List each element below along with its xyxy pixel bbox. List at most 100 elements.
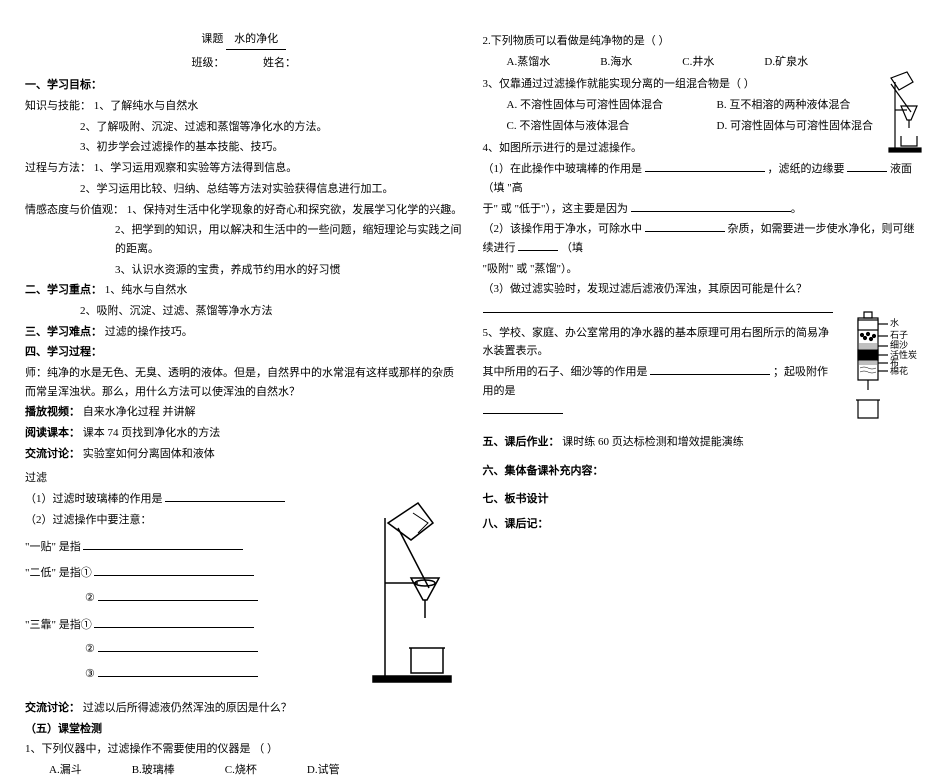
q2: 2.下列物质可以看做是纯净物的是（ ） xyxy=(483,32,921,51)
doc-subheader: 班级： 姓名： xyxy=(25,54,463,73)
q5b: 其中所用的石子、细沙等的作用是 xyxy=(483,366,648,378)
q3-row2: C. 不溶性固体与液体混合 D. 可溶性固体与可溶性固体混合 xyxy=(483,117,921,136)
q5b-line: 其中所用的石子、细沙等的作用是 ；起吸附作用的是 xyxy=(483,363,836,400)
knowledge-skills: 知识与技能： 1、了解纯水与自然水 xyxy=(25,97,463,116)
f2c2: ② xyxy=(85,643,95,655)
doc-header: 课题 水的净化 xyxy=(25,30,463,50)
pm-label: 过程与方法： xyxy=(25,162,91,174)
s4-text: 师：纯净的水是无色、无臭、透明的液体。但是，自然界中的水常混有这样或那样的杂质而… xyxy=(25,364,463,401)
lbl-sand: 细沙 xyxy=(890,339,908,350)
section-3-line: 三、学习难点： 过滤的操作技巧。 xyxy=(25,323,463,342)
play-label: 播放视频： xyxy=(25,406,80,418)
disc-text: 实验室如何分离固体和液体 xyxy=(83,448,215,460)
f2c: "三靠" 是指① xyxy=(25,619,92,631)
section-5-line: 五、课后作业： 课时练 60 页达标检测和增效提能演练 xyxy=(483,433,921,452)
blank xyxy=(98,590,258,601)
test-title: （五）课堂检测 xyxy=(25,720,463,739)
q1-options: A.漏斗 B.玻璃棒 C.烧杯 D.试管 xyxy=(25,761,463,780)
read-text: 课本 74 页找到净化水的方法 xyxy=(83,427,221,439)
q2-a: A.蒸馏水 xyxy=(507,53,551,72)
filter-apparatus-icon xyxy=(303,488,463,688)
disc-line: 交流讨论： 实验室如何分离固体和液体 xyxy=(25,445,463,464)
q3-b: B. 互不相溶的两种液体混合 xyxy=(717,96,851,115)
q4-1d-line: 于" 或 "低于"），这主要是因为 。 xyxy=(483,200,921,219)
disc2-text: 过滤以后所得滤液仍然浑浊的原因是什么？ xyxy=(83,702,292,714)
av-label: 情感态度与价值观： xyxy=(25,204,124,216)
section-3: 三、学习难点： xyxy=(25,326,102,338)
s2-a: 1、纯水与自然水 xyxy=(105,284,188,296)
title-underline: 水的净化 xyxy=(226,30,286,50)
ks-1: 1、了解纯水与自然水 xyxy=(94,100,199,112)
read-label: 阅读课本： xyxy=(25,427,80,439)
q3: 3、仅靠通过过滤操作就能实现分离的一组混合物是（ ） xyxy=(483,75,921,94)
small-filter-diagram xyxy=(869,70,924,162)
disc2-label: 交流讨论： xyxy=(25,702,80,714)
blank xyxy=(518,240,558,251)
f2a: "一贴" 是指 xyxy=(25,541,81,553)
q1-a: A.漏斗 xyxy=(49,761,82,780)
blank xyxy=(645,161,765,172)
section-6: 六、集体备课补充内容： xyxy=(483,462,921,481)
q3-d: D. 可溶性固体与可溶性固体混合 xyxy=(717,117,873,136)
f2b2: ② xyxy=(85,592,95,604)
lbl-stone: 石子 xyxy=(890,330,908,340)
section-2: 二、学习重点： xyxy=(25,284,102,296)
left-column: 课题 水的净化 班级： 姓名： 一、学习目标： 知识与技能： 1、了解纯水与自然… xyxy=(15,30,473,658)
q4: 4、如图所示进行的是过滤操作。 xyxy=(483,139,921,158)
q5a: 5、学校、家庭、办公室常用的净水器的基本原理可用右图所示的简易净水装置表示。 xyxy=(483,324,836,361)
av-2: 2、把学到的知识，用以解决和生活中的一些问题，缩短理论与实践之间的距离。 xyxy=(25,221,463,258)
av-3: 3、认识水资源的宝贵，养成节约用水的好习惯 xyxy=(25,261,463,280)
right-column: 2.下列物质可以看做是纯净物的是（ ） A.蒸馏水 B.海水 C.井水 D.矿泉… xyxy=(473,30,931,658)
av-1: 1、保持对生活中化学现象的好奇心和探究欲，发展学习化学的兴趣。 xyxy=(127,204,463,216)
q1-d: D.试管 xyxy=(307,761,340,780)
q4-2-line: （2）该操作用于净水，可除水中 杂质，如需要进一步使水净化，则可继续进行 （填 xyxy=(483,220,921,257)
title-text: 水的净化 xyxy=(234,33,278,45)
q3-c: C. 不溶性固体与液体混合 xyxy=(507,117,687,136)
q4-1a: （1）在此操作中玻璃棒的作用是 xyxy=(483,163,643,175)
ks-label: 知识与技能： xyxy=(25,100,91,112)
blank xyxy=(83,539,243,550)
filter-diagram xyxy=(303,488,463,695)
play-text: 自来水净化过程 并讲解 xyxy=(83,406,196,418)
pm-1: 1、学习运用观察和实验等方法得到信息。 xyxy=(94,162,298,174)
section-1: 一、学习目标： xyxy=(25,76,463,95)
purifier-icon: 水 石子 细沙 活性炭 布 棉花 xyxy=(850,310,930,425)
q2-c: C.井水 xyxy=(682,53,714,72)
q4-2a: （2）该操作用于净水，可除水中 xyxy=(483,223,643,235)
q1-b: B.玻璃棒 xyxy=(132,761,175,780)
f2c3: ③ xyxy=(85,668,95,680)
class-label: 班级： xyxy=(192,57,225,69)
purifier-diagram: 水 石子 细沙 活性炭 布 棉花 xyxy=(850,310,930,432)
f2b: "二低" 是指① xyxy=(25,567,92,579)
blank xyxy=(645,221,725,232)
blank xyxy=(483,403,563,414)
q3-row1: A. 不溶性固体与可溶性固体混合 B. 互不相溶的两种液体混合 xyxy=(483,96,921,115)
f1: （1）过滤时玻璃棒的作用是 xyxy=(25,493,163,505)
s5-text: 课时练 60 页达标检测和增效提能演练 xyxy=(562,436,744,448)
blank xyxy=(650,364,770,375)
small-filter-icon xyxy=(869,70,924,155)
title-prefix: 课题 xyxy=(201,33,223,45)
section-7: 七、板书设计 xyxy=(483,490,921,509)
q4-2d: "吸附" 或 "蒸馏"）。 xyxy=(483,260,921,279)
blank xyxy=(847,161,887,172)
q4-2c: （填 xyxy=(561,242,583,254)
section-8: 八、课后记： xyxy=(483,515,921,534)
disc2-line: 交流讨论： 过滤以后所得滤液仍然浑浊的原因是什么？ xyxy=(25,699,463,718)
blank xyxy=(98,641,258,652)
q2-d: D.矿泉水 xyxy=(764,53,808,72)
blank xyxy=(94,617,254,628)
q2-options: A.蒸馏水 B.海水 C.井水 D.矿泉水 xyxy=(483,53,921,72)
disc-label: 交流讨论： xyxy=(25,448,80,460)
s2-b: 2、吸附、沉淀、过滤、蒸馏等净水方法 xyxy=(25,302,463,321)
ks-2: 2、了解吸附、沉淀、过滤和蒸馏等净化水的方法。 xyxy=(25,118,463,137)
section-5: 五、课后作业： xyxy=(483,436,560,448)
pm-2: 2、学习运用比较、归纳、总结等方法对实验获得信息进行加工。 xyxy=(25,180,463,199)
lbl-water: 水 xyxy=(890,317,899,328)
q4-1-line: （1）在此操作中玻璃棒的作用是 ，滤纸的边缘要 液面（填 "高 xyxy=(483,160,921,197)
section-4: 四、学习过程： xyxy=(25,343,463,362)
attitude-values: 情感态度与价值观： 1、保持对生活中化学现象的好奇心和探究欲，发展学习化学的兴趣… xyxy=(25,201,463,220)
s3-a: 过滤的操作技巧。 xyxy=(105,326,193,338)
read-line: 阅读课本： 课本 74 页找到净化水的方法 xyxy=(25,424,463,443)
blank xyxy=(94,565,254,576)
